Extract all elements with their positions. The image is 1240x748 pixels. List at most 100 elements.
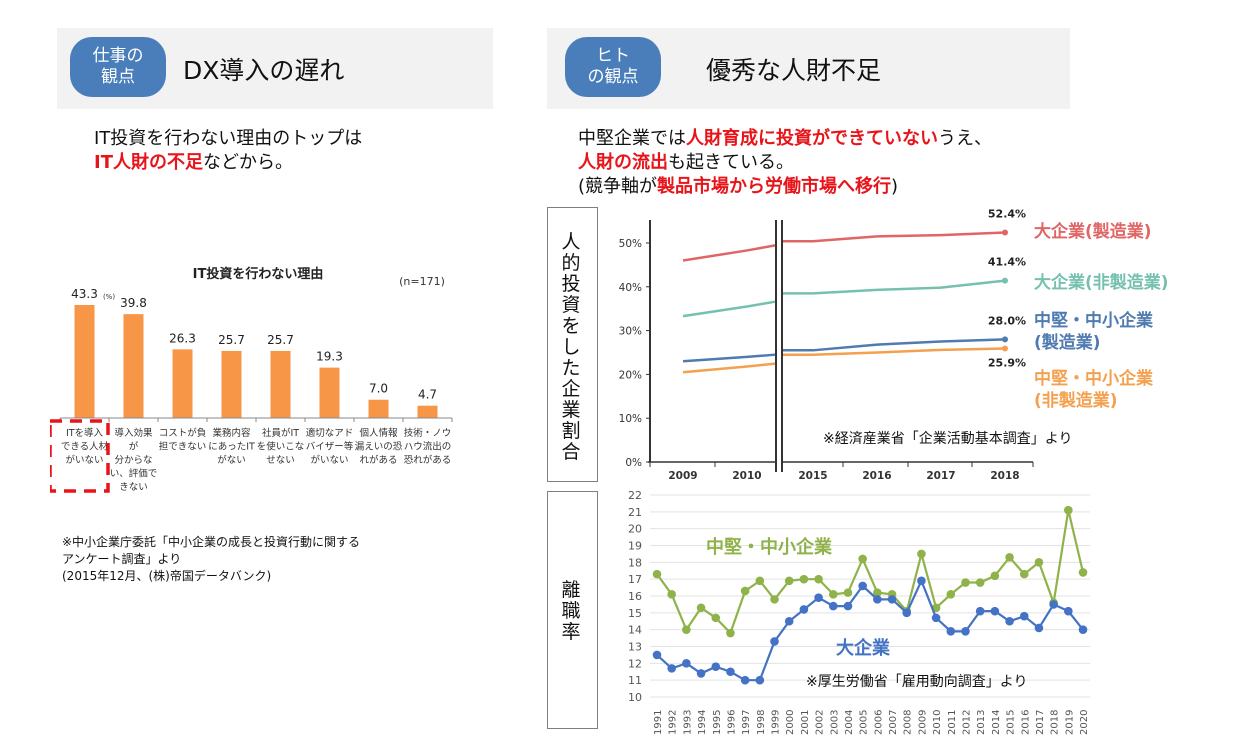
x-tick-label: 1991 [653,710,664,735]
series-end-label: 25.9% [988,357,1026,370]
left-lead-highlight: IT人財の不足 [94,152,203,173]
data-point [858,581,867,591]
x-tick-label: 2015 [798,470,827,482]
data-point [726,667,735,677]
data-point [917,549,926,559]
bar-value-label: 25.7 [218,333,245,347]
left-lead-rest: などから。 [202,152,293,173]
data-point [770,595,779,604]
source-line3: (2015年12月、(株)帝国データバンク) [62,569,272,583]
large-series-label: 大企業 [836,638,890,659]
lower-chart-vertical-label: 離職率 [560,580,582,643]
data-point [1005,552,1014,562]
vertical-label-char: 人 [561,231,581,253]
data-point [843,601,853,611]
bar-category-label: せない [266,455,295,466]
legend-line1: 中堅・中小企業 [1034,311,1153,331]
legend-line2: (非製造業) [1034,391,1118,411]
series-end-label: 41.4% [988,256,1026,269]
x-tick-label: 2003 [829,710,840,735]
vertical-label-char: た [561,357,581,379]
bar-category-label: ITを導入 [66,427,104,439]
vertical-label-char: 企 [561,378,581,400]
vertical-label-char: 割 [561,420,581,442]
bar-category-label: 技術・ノウ [404,427,452,439]
x-tick-label: 2001 [800,710,811,735]
bar-category-label: 担できない [159,441,207,453]
left-source-note: ※中小企業庁委託「中小企業の成長と投資行動に関する アンケート調査」より (20… [62,534,360,585]
people-perspective-badge: ヒト の観点 [565,37,661,97]
legend-large-nonmfg: 大企業(非製造業) [1034,273,1169,293]
y-tick-label: 11 [628,674,642,687]
left-lead-text: IT投資を行わない理由のトップは IT人財の不足などから。 [94,127,362,175]
bar-chart-unit: (%) [103,293,115,301]
data-point [1078,568,1088,577]
y-tick-label: 22 [628,489,642,502]
bar-category-label: きない [119,482,148,493]
axis-break-gap [776,220,783,472]
y-tick-label: 21 [628,506,642,519]
lead-text: も起きている。 [668,152,794,173]
y-tick-label: 13 [628,641,642,654]
y-tick-label: 19 [628,540,642,553]
source-line2: アンケート調査」より [62,552,182,566]
x-tick-label: 2019 [1064,710,1075,735]
data-point [828,590,838,599]
x-tick-label: 2004 [844,710,855,735]
series-line-segment [682,353,776,363]
x-tick-label: 1993 [682,710,693,735]
data-point [711,662,721,671]
x-tick-label: 2007 [888,710,899,735]
right-lead-line2: 人財の流出も起きている。 [578,151,992,175]
x-tick-label: 2014 [991,710,1002,735]
vertical-label-char: 資 [561,294,581,316]
bar [319,367,340,418]
data-point [931,613,941,623]
vertical-label-char: を [561,315,581,337]
y-tick-label: 20% [619,369,642,381]
x-tick-label: 2009 [917,710,928,735]
vertical-label-char: 投 [561,273,581,295]
lead-highlight: 人財育成に投資ができていない [686,128,938,149]
vertical-label-char: し [561,336,581,358]
data-point [814,574,823,584]
x-tick-label: 2010 [932,710,943,735]
bar-category-label: コストが負 [159,427,207,439]
data-point [961,627,970,636]
series-end-label: 28.0% [988,314,1026,327]
bar-value-label: 39.8 [120,296,147,310]
x-tick-label: 1999 [771,710,782,735]
x-tick-label: 2018 [990,470,1019,482]
data-point [961,578,970,587]
series-line-segment [682,362,776,374]
series-line-segment [682,300,776,318]
x-tick-label: 2016 [1020,710,1031,735]
x-tick-label: 1994 [697,710,708,735]
it-investment-bar-chart: IT投資を行わない理由 (n=171) (%) 43.3 39.8 26.3 25.7… [50,266,453,493]
data-point [990,606,1000,616]
x-tick-label: 2000 [785,710,796,735]
y-tick-label: 10 [628,691,642,704]
bar [368,399,389,418]
series-line-segment [783,338,1006,352]
badge-line1: ヒト [596,46,630,66]
badge-line2: 観点 [101,67,135,87]
series-line-segment [783,347,1006,356]
x-tick-label: 2013 [976,710,987,735]
x-tick-label: 2006 [873,710,884,735]
data-point [682,659,691,668]
data-point [667,590,676,599]
data-point [784,616,794,626]
work-perspective-badge: 仕事の 観点 [70,37,166,97]
upper-chart-vertical-label: 人的投資をした企業割合 [560,232,582,463]
lead-text: ) [891,176,899,197]
x-tick-label: 1996 [726,710,737,735]
legend-large-mfg: 大企業(製造業) [1034,222,1152,242]
right-lead-line3: (競争軸が製品市場から労働市場へ移行) [578,175,992,199]
data-point [652,569,662,579]
bar-category-label: 導入効果 [114,427,153,439]
bar-category-label: 業務内容 [212,427,251,439]
bar-category-label: れがある [359,454,397,466]
bar [123,314,144,418]
bar-value-label: 4.7 [418,388,437,402]
